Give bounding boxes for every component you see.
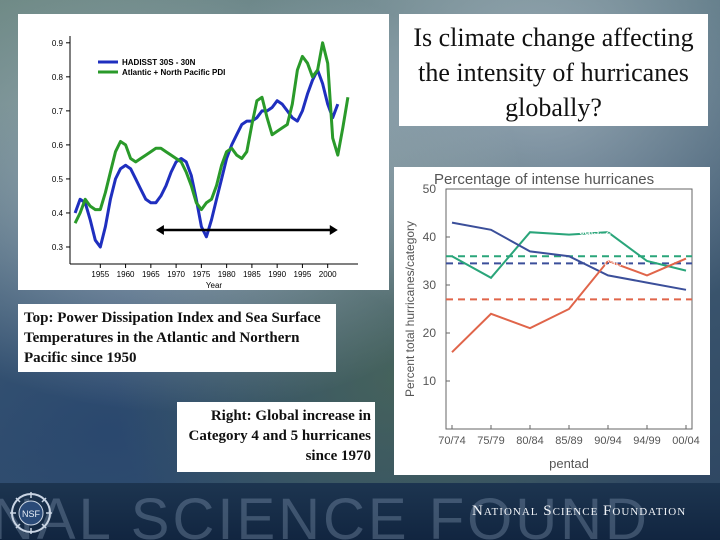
x-tick-label: 70/74 bbox=[438, 435, 466, 447]
y-tick-label: 0.5 bbox=[52, 175, 64, 184]
series-label-2: cats: 4+5 bbox=[584, 305, 629, 317]
y-tick-label: 0.4 bbox=[52, 209, 64, 218]
y-tick-label: 0.8 bbox=[52, 73, 64, 82]
x-tick-label: 75/79 bbox=[477, 435, 505, 447]
x-tick-label: 1995 bbox=[294, 270, 312, 279]
x-tick-label: 90/94 bbox=[594, 435, 622, 447]
x-axis-label: Year bbox=[206, 281, 223, 290]
y-tick-label: 0.9 bbox=[52, 39, 64, 48]
x-tick-label: 1980 bbox=[218, 270, 236, 279]
x-axis-label: pentad bbox=[549, 456, 589, 471]
pdi-sst-line-chart: 0.3 0.4 0.5 0.6 0.7 0.8 0.9 1955 1960 1965 1970 197… bbox=[52, 36, 358, 290]
series-line-1 bbox=[73, 41, 350, 224]
series-line-2 bbox=[451, 257, 687, 353]
x-tick-label: 1960 bbox=[117, 270, 135, 279]
chart-title: Percentage of intense hurricanes bbox=[434, 171, 654, 188]
y-tick-label: 0.7 bbox=[52, 107, 64, 116]
y-tick-label: 40 bbox=[423, 230, 437, 244]
x-tick-label: 1975 bbox=[192, 270, 210, 279]
series-label-1: cat: 1 bbox=[604, 257, 631, 269]
y-tick-label: 30 bbox=[423, 278, 437, 292]
caption-top: Top: Power Dissipation Index and Sea Sur… bbox=[18, 304, 336, 372]
series-line-1 bbox=[451, 221, 687, 291]
x-tick-label: 00/04 bbox=[672, 435, 700, 447]
y-tick-label: 0.3 bbox=[52, 243, 64, 252]
footer-bar bbox=[0, 483, 720, 540]
caption-right: Right: Global increase in Category 4 and… bbox=[177, 402, 375, 472]
legend-label-1: Atlantic + North Pacific PDI bbox=[122, 68, 225, 77]
intense-hurricanes-chart-panel: Percentage of intense hurricanes 10 20 30 40… bbox=[394, 167, 710, 475]
slide-title: Is climate change affecting the intensit… bbox=[399, 14, 708, 126]
x-tick-label: 1965 bbox=[142, 270, 160, 279]
pdi-chart-panel: 0.3 0.4 0.5 0.6 0.7 0.8 0.9 1955 1960 1965 1970 197… bbox=[18, 14, 389, 290]
x-tick-label: 1990 bbox=[268, 270, 286, 279]
arrow-head-left bbox=[155, 224, 164, 235]
x-tick-label: 1985 bbox=[243, 270, 261, 279]
y-tick-label: 20 bbox=[423, 326, 437, 340]
x-tick-label: 1970 bbox=[167, 270, 185, 279]
y-tick-label: 0.6 bbox=[52, 141, 64, 150]
arrow-head-right bbox=[329, 224, 338, 235]
series-line-0 bbox=[451, 231, 687, 280]
y-tick-label: 10 bbox=[423, 374, 437, 388]
intense-hurricanes-line-chart: Percentage of intense hurricanes 10 20 30 40… bbox=[403, 171, 700, 471]
x-tick-label: 2000 bbox=[319, 270, 337, 279]
series-line-0 bbox=[73, 68, 340, 249]
legend-label-0: HADISST 30S - 30N bbox=[122, 58, 196, 67]
logo-text: NSF bbox=[22, 509, 41, 519]
x-tick-label: 1955 bbox=[91, 270, 109, 279]
footer-organization-name: National Science Foundation bbox=[472, 503, 687, 519]
nsf-logo-icon: NSF bbox=[10, 492, 52, 534]
y-axis-label: Percent total hurricanes/category bbox=[403, 221, 417, 397]
x-tick-label: 80/84 bbox=[516, 435, 544, 447]
y-tick-label: 50 bbox=[423, 182, 437, 196]
series-label-0: cats: 2+3 bbox=[579, 226, 624, 238]
x-tick-label: 85/89 bbox=[555, 435, 583, 447]
x-tick-label: 94/99 bbox=[633, 435, 661, 447]
